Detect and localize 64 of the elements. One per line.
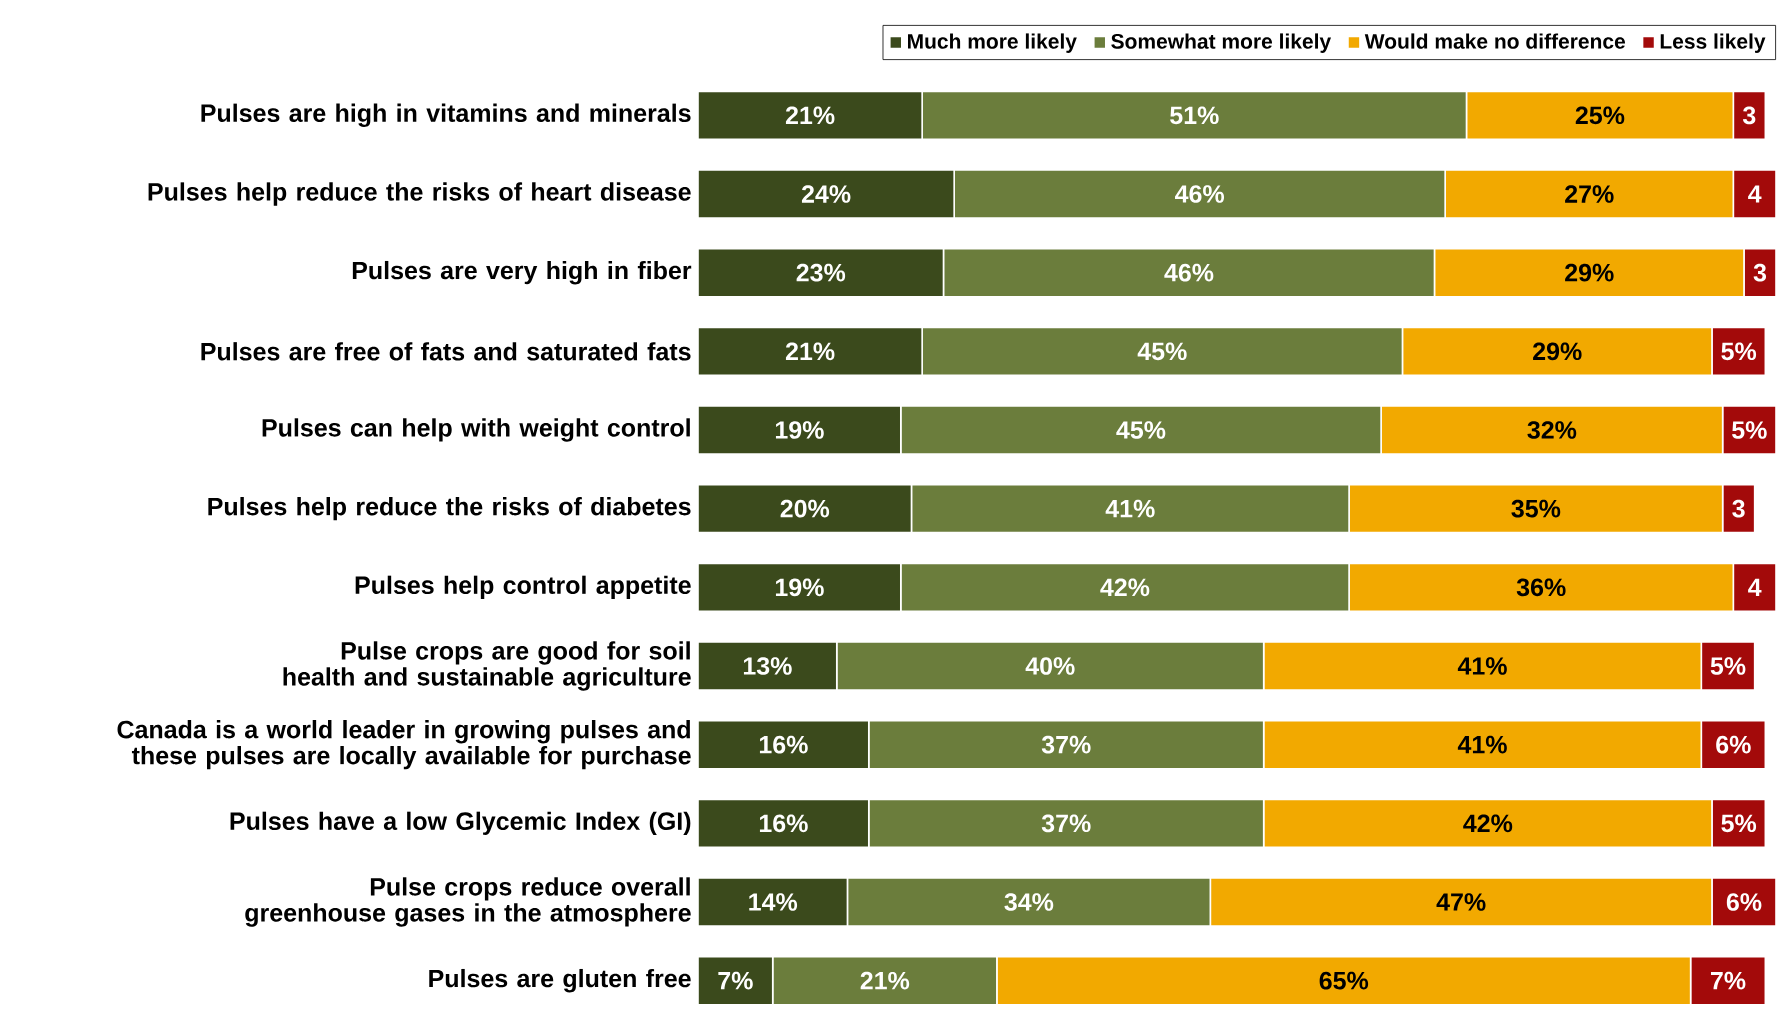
- data-label: 19%: [775, 578, 824, 597]
- data-label: 5%: [1732, 421, 1767, 439]
- data-label: 32%: [1527, 421, 1577, 439]
- data-label: 14%: [749, 893, 798, 911]
- data-label: 4: [1748, 578, 1762, 596]
- data-label: 6%: [1716, 735, 1751, 754]
- data-label: 7%: [1710, 971, 1746, 990]
- data-label: 7%: [718, 971, 753, 990]
- data-label: 23%: [796, 263, 846, 282]
- data-label: 24%: [801, 185, 851, 203]
- data-label: 4: [1748, 185, 1762, 203]
- data-label: 47%: [1436, 893, 1486, 911]
- data-label: 5%: [1710, 657, 1746, 675]
- data-label: 13%: [743, 657, 792, 675]
- y-tick-label: Canada is a world leader in growing pulses and these pulses are locally available for purchase: [117, 720, 691, 770]
- data-label: 27%: [1565, 185, 1614, 203]
- data-label: 35%: [1511, 499, 1561, 518]
- data-label: 5%: [1721, 342, 1757, 361]
- data-label: 3: [1753, 263, 1767, 282]
- data-label: 41%: [1457, 735, 1507, 754]
- data-label: 45%: [1116, 421, 1166, 439]
- data-label: 21%: [785, 106, 835, 125]
- data-label: 37%: [1041, 735, 1091, 754]
- data-label: 36%: [1516, 578, 1566, 597]
- y-tick-label: Pulses can help with weight control: [262, 418, 690, 442]
- data-label: 25%: [1575, 106, 1625, 125]
- y-tick-label: Pulses are gluten free: [429, 968, 691, 993]
- data-label: 3: [1742, 106, 1756, 125]
- y-tick-label: Pulses help reduce the risks of heart disease: [148, 182, 691, 206]
- data-label: 20%: [780, 499, 830, 518]
- data-label: 46%: [1175, 185, 1225, 203]
- data-label: 21%: [785, 342, 835, 361]
- data-label: 45%: [1137, 342, 1187, 361]
- data-label: 34%: [1004, 893, 1054, 911]
- legend-label: Would make no difference: [1364, 33, 1626, 49]
- data-label: 3: [1732, 499, 1745, 518]
- data-label: 51%: [1170, 106, 1219, 125]
- y-tick-label: Pulse crops reduce overall greenhouse gases in the atmosphere: [245, 877, 691, 927]
- data-label: 46%: [1164, 263, 1214, 282]
- data-label: 42%: [1463, 814, 1513, 833]
- data-label: 6%: [1726, 893, 1762, 911]
- y-tick-label: Pulses help reduce the risks of diabetes: [208, 497, 691, 521]
- data-label: 21%: [860, 971, 910, 990]
- y-tick-label: Pulses have a low Glycemic Index (GI): [230, 811, 691, 835]
- data-label: 5%: [1721, 814, 1757, 833]
- legend-label: Somewhat more likely: [1111, 33, 1332, 53]
- data-label: 29%: [1565, 263, 1614, 282]
- data-label: 19%: [775, 421, 824, 439]
- data-label: 65%: [1319, 971, 1369, 990]
- data-label: 16%: [759, 735, 808, 754]
- legend-label: Much more likely: [908, 33, 1077, 53]
- data-label: 16%: [759, 814, 808, 833]
- data-label: 42%: [1100, 578, 1150, 597]
- data-label: 29%: [1533, 342, 1582, 361]
- legend-label: Less likely: [1660, 33, 1766, 53]
- data-label: 37%: [1041, 814, 1091, 833]
- y-tick-label: Pulses help control appetite: [355, 575, 691, 599]
- y-tick-label: Pulses are very high in fiber: [352, 260, 692, 285]
- y-tick-label: Pulses are free of fats and saturated fats: [201, 342, 691, 361]
- data-label: 41%: [1457, 657, 1507, 675]
- data-label: 41%: [1105, 499, 1155, 518]
- y-tick-label: Pulses are high in vitamins and minerals: [201, 103, 691, 128]
- data-label: 40%: [1025, 657, 1075, 675]
- y-tick-label: Pulse crops are good for soil health and sustainable agriculture: [283, 641, 691, 691]
